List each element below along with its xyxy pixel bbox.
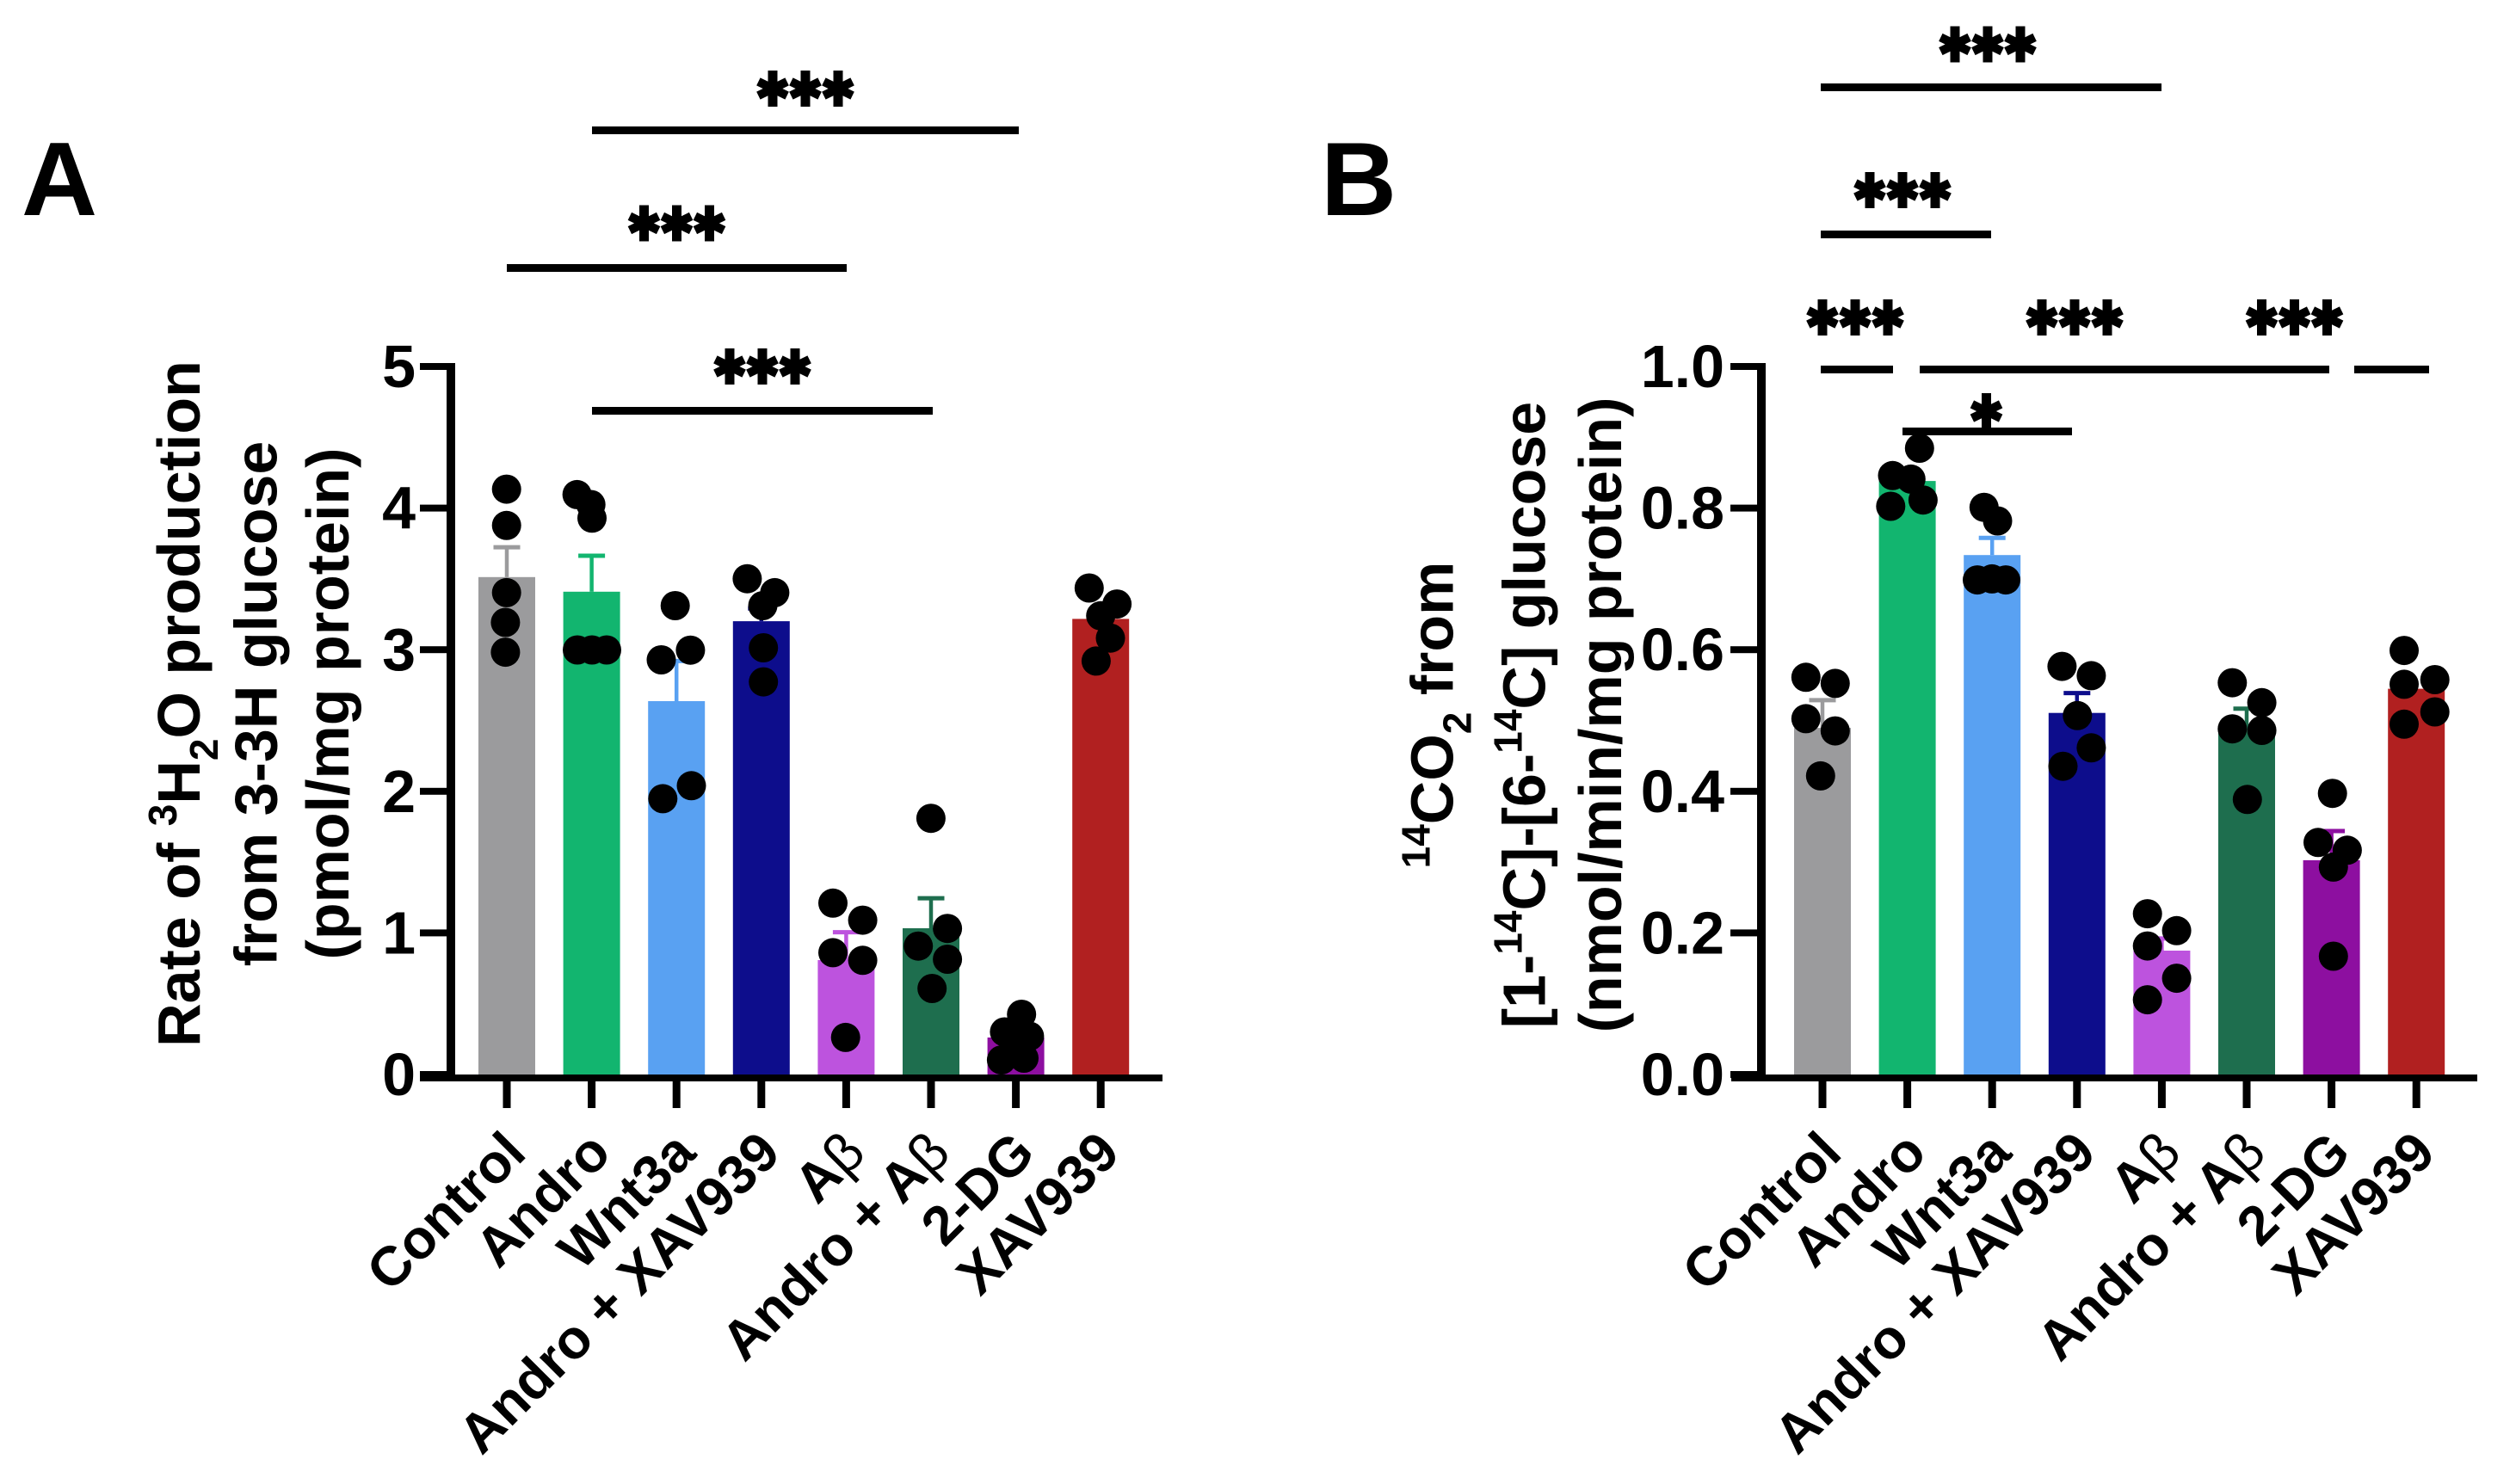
svg-text:1.0: 1.0: [1641, 333, 1724, 400]
svg-text:(nmol/min/mg protein): (nmol/min/mg protein): [1567, 397, 1634, 1033]
svg-text:0.0: 0.0: [1641, 1041, 1724, 1108]
svg-text:Rate of 3H2O production: Rate of 3H2O production: [140, 360, 226, 1047]
svg-text:0.4: 0.4: [1641, 758, 1724, 825]
svg-text:2: 2: [382, 758, 416, 825]
svg-text:0.2: 0.2: [1641, 899, 1724, 966]
svg-text:0.6: 0.6: [1641, 616, 1724, 683]
svg-text:from 3-3H glucose: from 3-3H glucose: [223, 441, 290, 967]
svg-text:5: 5: [382, 333, 416, 400]
svg-text:B: B: [1321, 120, 1397, 237]
svg-text:(pmol/mg protein): (pmol/mg protein): [294, 448, 361, 960]
svg-text:[1-14C]-[6-14C] glucose: [1-14C]-[6-14C] glucose: [1485, 402, 1557, 1028]
svg-text:0.8: 0.8: [1641, 475, 1724, 542]
svg-text:4: 4: [382, 475, 416, 542]
svg-text:14CO2 from: 14CO2 from: [1394, 562, 1480, 869]
svg-text:A: A: [22, 120, 97, 237]
svg-text:3: 3: [382, 616, 416, 683]
svg-text:0: 0: [382, 1041, 416, 1108]
svg-text:1: 1: [382, 899, 416, 966]
